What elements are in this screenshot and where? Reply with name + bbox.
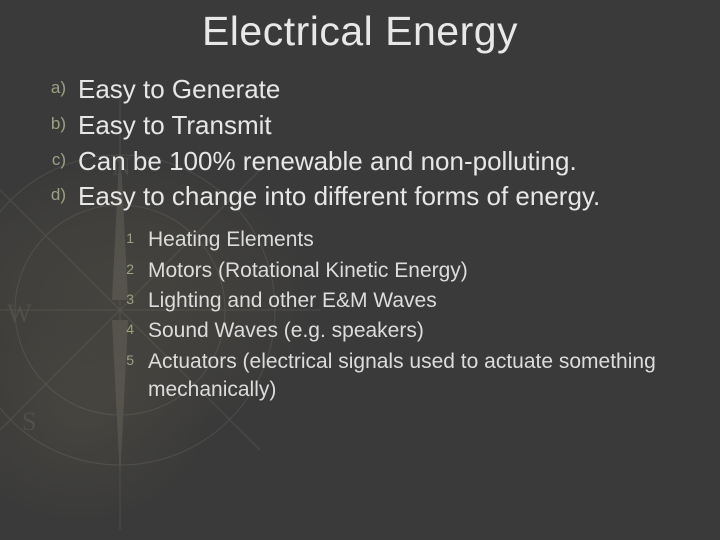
list-text: Motors (Rotational Kinetic Energy): [148, 259, 468, 282]
list-text: Lighting and other E&M Waves: [148, 289, 437, 312]
list-item: a) Easy to Generate: [74, 73, 690, 107]
list-marker: b): [30, 113, 66, 135]
list-item: 1 Heating Elements: [142, 226, 690, 254]
slide-container: Electrical Energy a) Easy to Generate b)…: [0, 0, 720, 540]
list-text: Heating Elements: [148, 228, 314, 251]
slide-title: Electrical Energy: [30, 8, 690, 55]
list-text: Can be 100% renewable and non-polluting.: [78, 146, 577, 176]
list-text: Easy to Generate: [78, 74, 280, 104]
list-marker: a): [30, 77, 66, 99]
list-item: c) Can be 100% renewable and non-polluti…: [74, 145, 690, 179]
list-item: d) Easy to change into different forms o…: [74, 180, 690, 214]
sub-bullet-list: 1 Heating Elements 2 Motors (Rotational …: [30, 226, 690, 404]
list-text: Easy to Transmit: [78, 110, 272, 140]
list-item: 2 Motors (Rotational Kinetic Energy): [142, 257, 690, 285]
list-marker: 5: [110, 351, 134, 370]
list-text: Easy to change into different forms of e…: [78, 181, 600, 211]
list-item: 5 Actuators (electrical signals used to …: [142, 348, 690, 405]
list-marker: 3: [110, 290, 134, 309]
list-marker: 1: [110, 229, 134, 248]
list-marker: 4: [110, 320, 134, 339]
main-bullet-list: a) Easy to Generate b) Easy to Transmit …: [30, 73, 690, 214]
list-text: Sound Waves (e.g. speakers): [148, 319, 424, 342]
list-marker: c): [30, 149, 66, 171]
list-item: b) Easy to Transmit: [74, 109, 690, 143]
list-marker: 2: [110, 260, 134, 279]
list-item: 4 Sound Waves (e.g. speakers): [142, 317, 690, 345]
list-marker: d): [30, 184, 66, 206]
list-text: Actuators (electrical signals used to ac…: [148, 350, 656, 401]
list-item: 3 Lighting and other E&M Waves: [142, 287, 690, 315]
